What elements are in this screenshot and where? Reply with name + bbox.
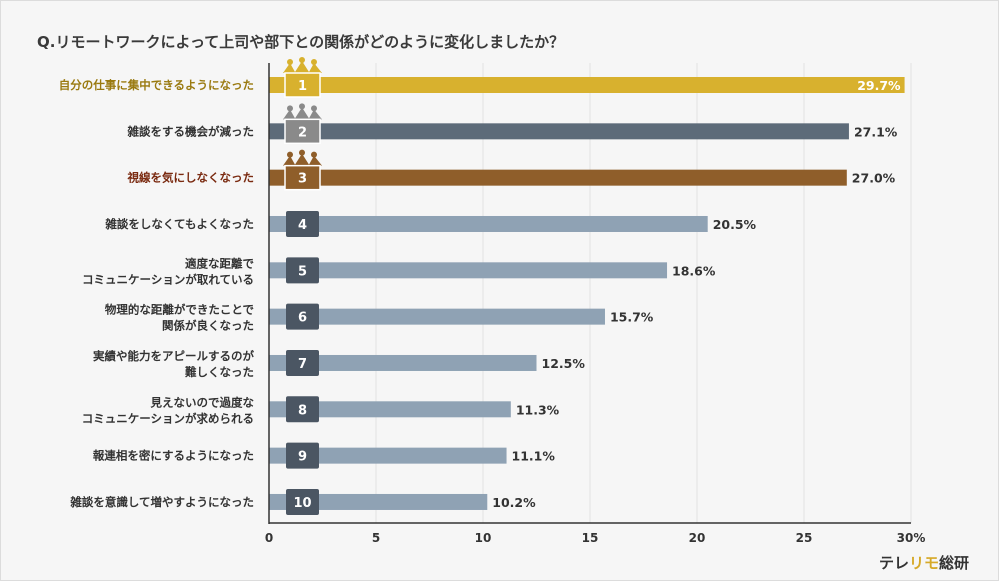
rank-label: 8 <box>298 403 307 418</box>
rank-badge <box>284 164 321 191</box>
rank-badge <box>286 488 319 515</box>
value-label: 15.7% <box>610 310 654 325</box>
category-label: 実績や能力をアピールするのが難しくなった <box>93 349 254 379</box>
value-label: 10.2% <box>492 495 536 510</box>
rank-label: 3 <box>298 172 307 187</box>
value-label: 11.1% <box>512 449 556 464</box>
category-label: 自分の仕事に集中できるようになった <box>59 78 254 92</box>
rank-badge <box>284 118 321 145</box>
category-label: 雑談をしなくてもよくなった <box>104 217 254 231</box>
value-label: 18.6% <box>672 263 716 278</box>
category-label: 物理的な距離ができたことで関係が良くなった <box>105 303 254 333</box>
brand-logo: テレリモ総研 <box>879 552 969 573</box>
crown-jewel <box>311 151 317 158</box>
bar <box>269 215 708 232</box>
crown-jewel <box>287 151 293 158</box>
rank-badge <box>286 210 319 237</box>
bar <box>269 262 668 279</box>
bar <box>269 77 905 93</box>
value-label: 20.5% <box>713 217 757 232</box>
rank-badge <box>286 257 319 284</box>
category-label: 雑談を意識して増やすようになった <box>69 495 254 509</box>
brand-part-3: 総研 <box>939 554 970 572</box>
value-label: 29.7% <box>857 78 901 93</box>
crown-jewel <box>311 105 317 112</box>
x-tick-label: 20 <box>689 531 706 545</box>
x-tick-label: 0 <box>265 531 273 545</box>
category-label: 雑談をする機会が減った <box>127 124 255 138</box>
rank-badge <box>286 442 319 469</box>
rank-label: 10 <box>293 496 311 511</box>
crown-icon <box>283 153 322 166</box>
bar <box>269 308 605 325</box>
value-label: 12.5% <box>542 356 586 371</box>
value-label: 27.1% <box>854 124 898 139</box>
bar <box>269 169 847 186</box>
crown-icon <box>283 61 322 73</box>
crown-jewel <box>299 103 305 110</box>
rank-label: 2 <box>298 125 307 140</box>
crown-jewel <box>311 59 317 65</box>
bar <box>269 123 849 140</box>
rank-label: 4 <box>298 218 307 233</box>
x-tick-label: 10 <box>475 531 492 545</box>
value-label: 27.0% <box>852 171 896 186</box>
bar <box>269 401 511 418</box>
x-tick-label: 25 <box>796 531 813 545</box>
rank-label: 5 <box>298 264 307 279</box>
bar <box>269 354 537 371</box>
crown-jewel <box>299 149 305 156</box>
category-label: 適度な距離でコミュニケーションが取れている <box>82 256 254 286</box>
rank-badge <box>284 72 321 98</box>
crown-jewel <box>299 57 305 63</box>
brand-part-1: テレ <box>879 554 910 572</box>
category-label: 視線を気にしなくなった <box>127 171 255 185</box>
rank-badge <box>286 349 319 376</box>
value-label: 11.3% <box>516 402 560 417</box>
crown-icon <box>283 107 322 120</box>
rank-badge <box>286 303 319 330</box>
category-label: 報連相を密にするようになった <box>93 449 254 463</box>
x-tick-label: 15 <box>582 531 599 545</box>
bar <box>269 447 507 464</box>
rank-badge <box>286 396 319 423</box>
chart-title: Q.リモートワークによって上司や部下との関係がどのように変化しましたか？ <box>37 33 565 51</box>
bar <box>269 493 488 510</box>
category-label: 見えないので過度なコミュニケーションが求められる <box>82 395 255 425</box>
crown-jewel <box>287 59 293 65</box>
x-tick-label: 5 <box>372 531 380 545</box>
rank-label: 7 <box>298 357 307 372</box>
rank-label: 9 <box>298 450 307 465</box>
x-tick-label: 30% <box>897 531 926 545</box>
crown-jewel <box>287 105 293 112</box>
rank-label: 1 <box>298 79 307 94</box>
brand-part-2: リモ <box>909 554 940 572</box>
rank-label: 6 <box>298 311 307 326</box>
